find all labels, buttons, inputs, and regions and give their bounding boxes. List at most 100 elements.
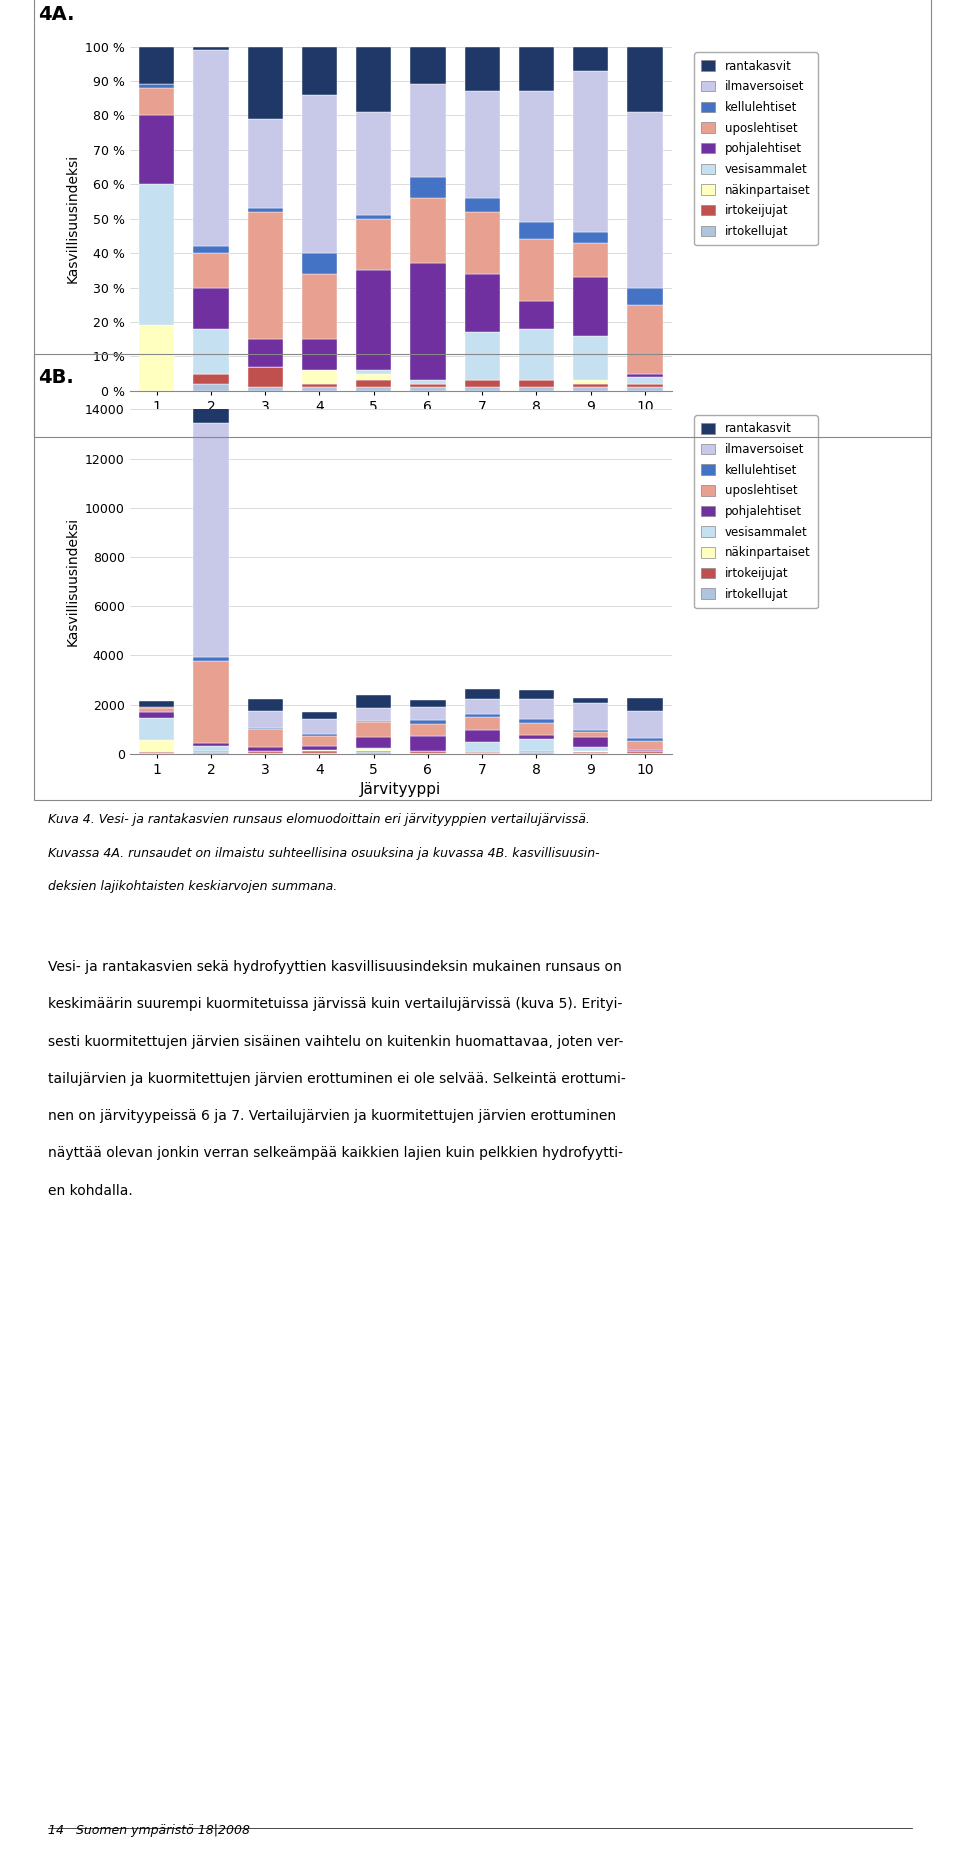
Bar	[410, 724, 445, 735]
Bar	[356, 737, 392, 748]
Bar	[518, 47, 554, 91]
Bar	[627, 383, 662, 387]
Bar	[410, 197, 445, 264]
Bar	[627, 387, 662, 391]
Text: Kuva 4. Vesi- ja rantakasvien runsaus elomuodoittain eri järvityyppien vertailuj: Kuva 4. Vesi- ja rantakasvien runsaus el…	[48, 813, 589, 826]
Bar	[410, 84, 445, 177]
Text: Kuvassa 4A. runsaudet on ilmaistu suhteellisina osuuksina ja kuvassa 4B. kasvill: Kuvassa 4A. runsaudet on ilmaistu suhtee…	[48, 847, 600, 860]
Bar	[410, 380, 445, 383]
Bar	[465, 713, 500, 716]
Bar	[356, 218, 392, 270]
Bar	[465, 212, 500, 274]
Bar	[248, 752, 283, 754]
Bar	[627, 737, 662, 741]
Bar	[356, 47, 392, 112]
Legend: rantakasvit, ilmaversoiset, kellulehtiset, uposlehtiset, pohjalehtiset, vesisamm: rantakasvit, ilmaversoiset, kellulehtise…	[694, 52, 818, 246]
Bar	[193, 743, 228, 746]
Bar	[356, 722, 392, 737]
Bar	[518, 700, 554, 718]
Bar	[573, 335, 609, 380]
Bar	[139, 713, 175, 718]
Bar	[518, 240, 554, 301]
Bar	[573, 233, 609, 242]
Bar	[248, 711, 283, 728]
Bar	[248, 387, 283, 391]
Bar	[301, 383, 337, 387]
Bar	[356, 270, 392, 370]
Y-axis label: Kasvillisuusindeksi: Kasvillisuusindeksi	[65, 154, 80, 283]
Bar	[248, 748, 283, 752]
Bar	[573, 387, 609, 391]
Bar	[248, 339, 283, 367]
Bar	[139, 741, 175, 752]
Bar	[518, 387, 554, 391]
Bar	[139, 718, 175, 741]
Bar	[465, 716, 500, 730]
Bar	[248, 212, 283, 339]
Bar	[139, 326, 175, 391]
Bar	[248, 367, 283, 387]
Bar	[465, 47, 500, 91]
Bar	[356, 112, 392, 216]
Bar	[465, 387, 500, 391]
Bar	[139, 47, 175, 84]
Bar	[356, 380, 392, 387]
Bar	[193, 287, 228, 329]
Bar	[627, 741, 662, 750]
Bar	[248, 208, 283, 212]
Bar	[518, 722, 554, 735]
Bar	[627, 711, 662, 737]
Bar	[193, 383, 228, 391]
Bar	[301, 370, 337, 383]
Bar	[573, 277, 609, 335]
Bar	[627, 698, 662, 711]
Bar	[248, 730, 283, 748]
Bar	[139, 702, 175, 707]
Bar	[465, 689, 500, 700]
Bar	[301, 720, 337, 733]
Bar	[518, 735, 554, 739]
Bar	[193, 246, 228, 253]
Bar	[573, 746, 609, 752]
Bar	[356, 696, 392, 707]
Bar	[627, 378, 662, 383]
Bar	[193, 329, 228, 374]
Bar	[301, 746, 337, 750]
Y-axis label: Kasvillisuusindeksi: Kasvillisuusindeksi	[65, 517, 80, 646]
Bar	[518, 690, 554, 700]
Bar	[193, 50, 228, 246]
Bar	[410, 47, 445, 84]
Bar	[627, 287, 662, 305]
Bar	[301, 339, 337, 370]
Bar	[573, 698, 609, 703]
Bar	[573, 703, 609, 730]
Bar	[573, 380, 609, 383]
Bar	[465, 274, 500, 333]
Bar	[573, 242, 609, 277]
Text: 4B.: 4B.	[38, 368, 74, 387]
Text: en kohdalla.: en kohdalla.	[48, 1184, 132, 1198]
Bar	[518, 91, 554, 221]
Bar	[356, 370, 392, 374]
Text: näyttää olevan jonkin verran selkeämpää kaikkien lajien kuin pelkkien hydrofyytt: näyttää olevan jonkin verran selkeämpää …	[48, 1146, 623, 1161]
Bar	[193, 374, 228, 383]
Bar	[518, 380, 554, 387]
Bar	[465, 333, 500, 380]
Bar	[465, 700, 500, 713]
Bar	[465, 743, 500, 752]
Bar	[248, 700, 283, 711]
Legend: rantakasvit, ilmaversoiset, kellulehtiset, uposlehtiset, pohjalehtiset, vesisamm: rantakasvit, ilmaversoiset, kellulehtise…	[694, 415, 818, 609]
Bar	[301, 737, 337, 746]
X-axis label: Järvityyppi: Järvityyppi	[360, 419, 442, 434]
Bar	[301, 47, 337, 95]
Bar	[139, 87, 175, 115]
Bar	[465, 91, 500, 197]
Bar	[301, 274, 337, 339]
Bar	[301, 95, 337, 253]
Bar	[301, 713, 337, 720]
Bar	[139, 115, 175, 184]
Bar	[193, 657, 228, 661]
Text: 4A.: 4A.	[38, 6, 75, 24]
Bar	[356, 374, 392, 380]
Bar	[356, 748, 392, 750]
